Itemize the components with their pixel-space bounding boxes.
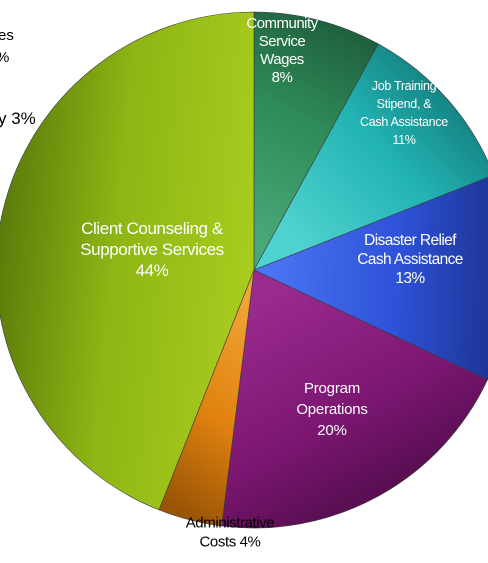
slice-label-4-line-0: Administrative [186,515,275,532]
slice-label-5-line-0: Client Counseling & [81,219,224,238]
slice-label-4: Administrative Costs 4% [186,515,275,551]
clipped-label-three-percent: y 3% [0,109,36,128]
clipped-label-percent: % [0,49,9,66]
pie-slice-5 [0,11,255,511]
pie-slice-1 [253,43,488,271]
slice-label-2-line-2: 13% [395,270,425,287]
slice-label-5-line-2: 44% [136,261,169,280]
slice-label-3-line-1: Operations [296,401,367,418]
slice-label-5: Client Counseling & Supportive Services 44… [80,219,224,280]
slice-label-3: Program Operations 20% [296,380,367,439]
slice-label-2-line-1: Cash Assistance [357,251,463,268]
slice-label-1-line-3: 11% [392,133,415,147]
slice-label-3-line-0: Program [304,380,360,397]
pie-slices [0,11,488,529]
slice-label-5-line-1: Supportive Services [80,240,224,259]
pie-slice-0 [253,11,379,271]
slice-label-2: Disaster Relief Cash Assistance 13% [357,232,463,287]
clipped-outside-labels: es % y 3% [0,27,36,128]
pie-slice-2 [253,177,488,381]
slice-label-2-line-0: Disaster Relief [364,232,457,249]
slice-label-0-line-0: Community [246,15,318,32]
slice-label-1-line-1: Stipend, & [377,97,433,111]
slice-label-1-line-0: Job Training [372,79,437,93]
clipped-label-top: es [0,27,14,44]
slice-label-1: Job Training Stipend, & Cash Assistance 11% [360,79,448,147]
pie-slice-labels: Community Service Wages 8% Job Training Stipe… [80,15,463,551]
slice-label-4-line-1: Costs 4% [200,534,261,551]
slice-label-0: Community Service Wages 8% [246,15,318,86]
slice-label-1-line-2: Cash Assistance [360,115,448,129]
slice-label-0-line-3: 8% [272,69,293,86]
slice-label-3-line-2: 20% [317,422,346,439]
slice-label-0-line-2: Wages [260,51,304,68]
slice-label-0-line-1: Service [259,33,306,50]
pie-slice-3 [221,269,488,529]
